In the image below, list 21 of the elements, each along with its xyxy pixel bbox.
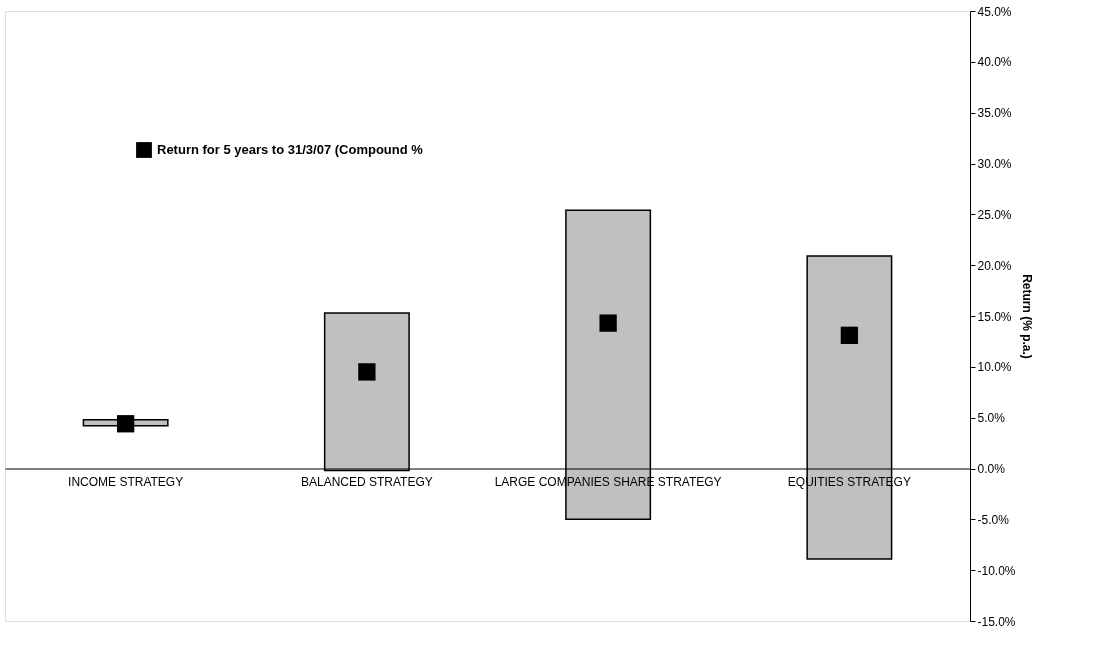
y-tick-label: 5.0% <box>977 411 1006 426</box>
point <box>116 415 135 433</box>
y-tick-label: 40.0% <box>977 55 1012 70</box>
x-tick-label: BALANCED STRATEGY <box>300 475 433 489</box>
y-tick-label: -10.0% <box>977 563 1016 578</box>
y-tick-label: 20.0% <box>977 258 1012 273</box>
y-tick-label: 10.0% <box>977 360 1012 375</box>
point <box>840 326 859 344</box>
point <box>358 363 376 381</box>
y-tick-label: -5.0% <box>977 512 1010 527</box>
y-axis-title: Return (% p.a.) <box>1019 274 1034 359</box>
y-tick-label: -15.0% <box>977 614 1016 629</box>
y-tick-label: 25.0% <box>977 207 1012 222</box>
legend-label: Return for 5 years to 31/3/07 (Compound % <box>157 142 424 157</box>
y-tick-label: 0.0% <box>977 462 1006 476</box>
y-tick-label: 45.0% <box>977 4 1012 19</box>
x-tick-label: INCOME STRATEGY <box>68 475 184 489</box>
y-tick-label: 35.0% <box>977 106 1012 121</box>
y-tick-label: 30.0% <box>977 157 1012 171</box>
point <box>599 314 617 332</box>
y-tick-label: 15.0% <box>977 309 1012 324</box>
